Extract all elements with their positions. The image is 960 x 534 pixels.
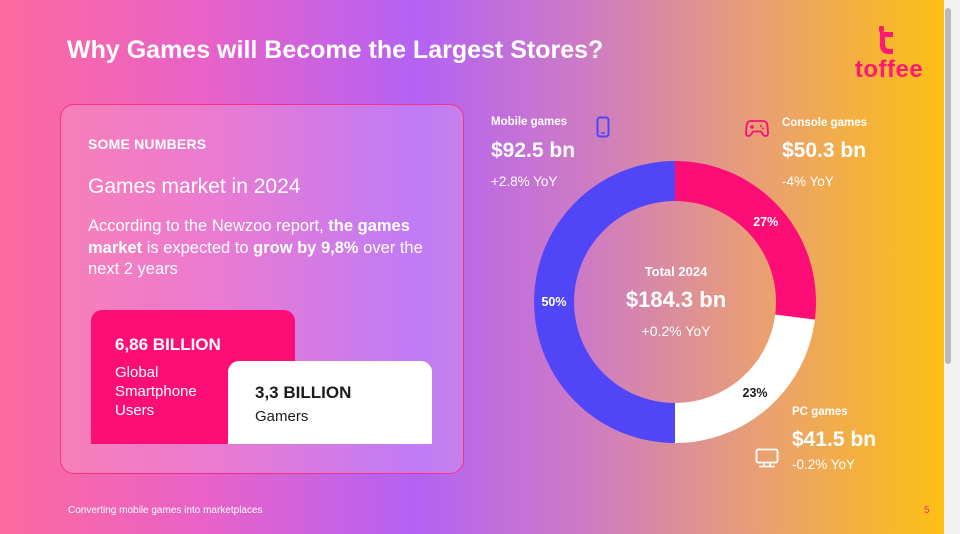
- card-heading: Games market in 2024: [88, 175, 301, 198]
- total-value: $184.3 bn: [625, 287, 727, 312]
- footer-text: Converting mobile games into marketplace…: [68, 505, 263, 516]
- donut-slice-console-games: [675, 161, 816, 320]
- total-label: Total 2024: [644, 264, 708, 279]
- console-games-value: $50.3 bn: [782, 139, 867, 162]
- stat-label: Global Smartphone Users: [115, 364, 197, 419]
- stat-value: 6,86 BILLION: [115, 335, 221, 354]
- smartphone-icon: [596, 116, 610, 138]
- pc-games-name: PC games: [792, 406, 848, 418]
- slide-title: Why Games will Become the Largest Stores…: [67, 36, 604, 64]
- donut-slice-pc-games: [675, 314, 815, 443]
- stat-gamers: 3,3 BILLION Gamers: [228, 361, 432, 444]
- body-text-1: According to the Newzoo report,: [88, 217, 329, 235]
- pc-games-value: $41.5 bn: [792, 428, 877, 451]
- stat-label: Gamers: [255, 408, 309, 425]
- total-yoy: +0.2% YoY: [641, 323, 711, 339]
- donut-percent-label: 50%: [541, 295, 566, 309]
- body-text-3: over the next 2 years: [88, 238, 423, 279]
- body-text-2: is expected to: [142, 238, 254, 257]
- market-donut-chart: 27% 23% 50%: [534, 161, 816, 443]
- console-games-name: Console games: [782, 117, 867, 129]
- page-number: 5: [924, 505, 930, 516]
- monitor-icon: [755, 448, 779, 468]
- donut-percent-label: 27%: [753, 215, 778, 229]
- pc-games-yoy: -0.2% YoY: [792, 457, 856, 472]
- gamepad-icon: [745, 120, 769, 137]
- mobile-games-yoy: +2.8% YoY: [491, 174, 558, 189]
- toffee-logo: toffee: [842, 26, 936, 84]
- stat-value: 3,3 BILLION: [255, 383, 352, 402]
- body-bold-2: grow by 9,8%: [253, 238, 359, 257]
- mobile-games-value: $92.5 bn: [491, 139, 576, 162]
- body-bold-1: the games market: [88, 217, 410, 257]
- donut-percent-label: 23%: [743, 386, 768, 400]
- mobile-games-name: Mobile games: [491, 116, 568, 128]
- card-body: According to the Newzoo report, the game…: [88, 216, 433, 281]
- card-eyebrow: SOME NUMBERS: [88, 136, 207, 152]
- numbers-card: SOME NUMBERS Games market in 2024 Accord…: [60, 104, 464, 474]
- toffee-logo-text: toffee: [854, 56, 924, 83]
- toffee-logo-mark-icon: [879, 26, 893, 54]
- donut-slice-mobile-games: [534, 161, 675, 443]
- console-games-yoy: -4% YoY: [782, 174, 834, 189]
- scrollbar-thumb[interactable]: [945, 8, 951, 364]
